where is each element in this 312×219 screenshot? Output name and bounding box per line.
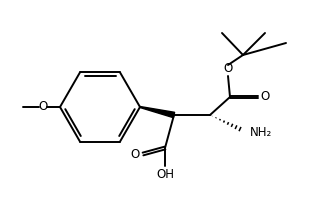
Polygon shape: [140, 106, 175, 118]
Text: O: O: [223, 62, 233, 76]
Text: O: O: [38, 101, 48, 113]
Text: OH: OH: [156, 168, 174, 180]
Text: O: O: [261, 90, 270, 104]
Text: O: O: [130, 148, 140, 161]
Text: NH₂: NH₂: [250, 125, 272, 138]
